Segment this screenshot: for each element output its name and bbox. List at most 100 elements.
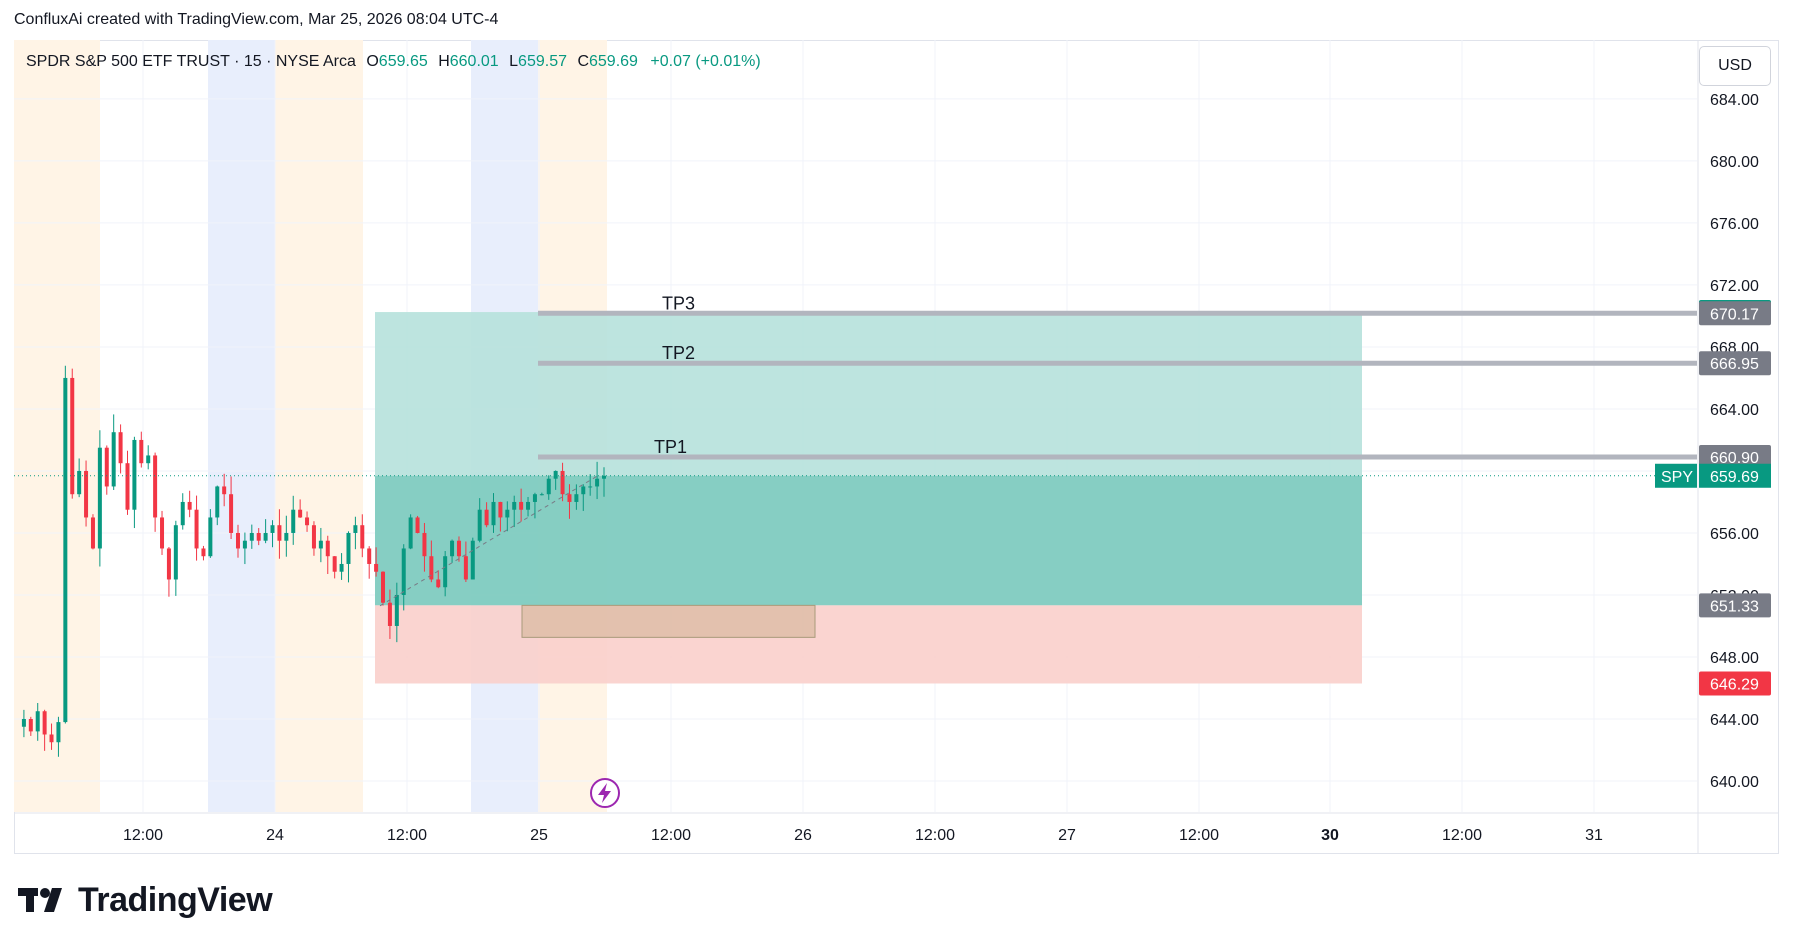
x-tick-label: 31 [1585, 827, 1603, 844]
candle-body [139, 439, 144, 464]
candle-body [553, 470, 558, 479]
candle-body [526, 501, 531, 510]
currency-button[interactable]: USD [1699, 46, 1771, 86]
candle-body [49, 734, 54, 743]
candle-body [77, 470, 82, 495]
candle-body [146, 455, 151, 464]
candle-body [97, 447, 102, 549]
candle-body [505, 509, 510, 518]
candle-body [381, 571, 386, 603]
trend-line [379, 475, 599, 607]
candle-body [512, 501, 517, 510]
candle-body [581, 486, 586, 495]
last-price-text: 659.69 [1710, 469, 1759, 486]
candle-body [360, 525, 365, 549]
price-label-badge [1699, 445, 1771, 470]
x-tick-label: 25 [530, 827, 548, 844]
symbol-badge [1655, 463, 1697, 488]
candle-body [463, 556, 468, 580]
price-label-text: 646.29 [1710, 676, 1759, 693]
candle-body [42, 711, 47, 735]
tp-label: TP2 [662, 343, 695, 363]
y-tick-label: 648.00 [1710, 650, 1759, 667]
close-label: C [577, 53, 589, 70]
candle-body [574, 494, 579, 502]
session-band [275, 40, 363, 812]
x-tick-label: 30 [1321, 827, 1339, 844]
target-zone [375, 312, 1362, 476]
candle-body [415, 517, 420, 533]
x-tick-label: 12:00 [1442, 827, 1482, 844]
target-zone-filled [375, 475, 1362, 606]
candle-body [90, 517, 95, 549]
tp-label: TP1 [654, 437, 687, 457]
y-tick-label: 680.00 [1710, 154, 1759, 171]
candle-body [470, 540, 475, 580]
candle-body [429, 556, 434, 580]
candle-body [305, 517, 310, 526]
price-label-badge [1699, 351, 1771, 376]
candle-body [35, 711, 40, 732]
candle-body [235, 532, 240, 549]
candle-body [277, 525, 282, 541]
candle-body [443, 556, 448, 588]
x-tick-label: 27 [1058, 827, 1076, 844]
lightning-icon [598, 783, 611, 803]
session-band [208, 40, 275, 812]
candle-body [539, 494, 544, 496]
price-label-badge [1699, 301, 1771, 326]
tradingview-logo[interactable]: TradingView [18, 880, 273, 920]
candle-body [194, 509, 199, 549]
x-tick-label: 12:00 [915, 827, 955, 844]
y-tick-label: 684.00 [1710, 92, 1759, 109]
tp-label: TP3 [662, 293, 695, 313]
x-tick-label: 12:00 [1179, 827, 1219, 844]
candle-body [353, 525, 358, 533]
candle-body [332, 556, 337, 572]
candle-body [546, 478, 551, 495]
x-tick-label: 12:00 [387, 827, 427, 844]
candle-body [491, 501, 496, 526]
price-label-badge [1699, 593, 1771, 618]
candle-body [118, 432, 123, 464]
candle-body [56, 722, 61, 743]
tradingview-logo-icon [18, 888, 62, 912]
candle-body [532, 494, 537, 502]
candle-body [484, 509, 489, 526]
candle-body [222, 486, 227, 495]
close-value: 659.69 [589, 53, 638, 70]
price-label-text: 651.33 [1710, 598, 1759, 615]
candle-body [132, 439, 137, 510]
x-tick-label: 12:00 [123, 827, 163, 844]
symbol-badge-text: SPY [1661, 469, 1693, 486]
candle-body [436, 579, 441, 588]
low-value: 659.57 [518, 53, 567, 70]
candle-body [125, 463, 130, 510]
candle-body [173, 525, 178, 580]
candle-body [180, 501, 185, 526]
candle-body [201, 548, 206, 557]
candle-body [567, 494, 572, 502]
candle-body [595, 478, 600, 487]
candle-body [311, 525, 316, 549]
y-tick-label: 676.00 [1710, 216, 1759, 233]
symbol-description: SPDR S&P 500 ETF TRUST · 15 · NYSE Arca [26, 53, 356, 70]
price-label-text: 666.95 [1710, 356, 1759, 373]
candle-body [401, 548, 406, 595]
x-tick-label: 26 [794, 827, 812, 844]
chart-credit: ConfluxAi created with TradingView.com, … [14, 11, 499, 28]
candle-body [602, 475, 606, 479]
candle-body [270, 525, 275, 533]
low-label: L [509, 53, 519, 70]
candle-body [160, 517, 165, 549]
candle-body [284, 532, 289, 541]
change-value: +0.07 (+0.01%) [650, 53, 761, 70]
candle-body [28, 718, 33, 732]
y-tick-label: 664.00 [1710, 402, 1759, 419]
entry-box [521, 604, 816, 638]
high-label: H [438, 53, 450, 70]
candle-body [519, 501, 524, 510]
y-tick-label: 644.00 [1710, 712, 1759, 729]
y-tick-label: 656.00 [1710, 526, 1759, 543]
